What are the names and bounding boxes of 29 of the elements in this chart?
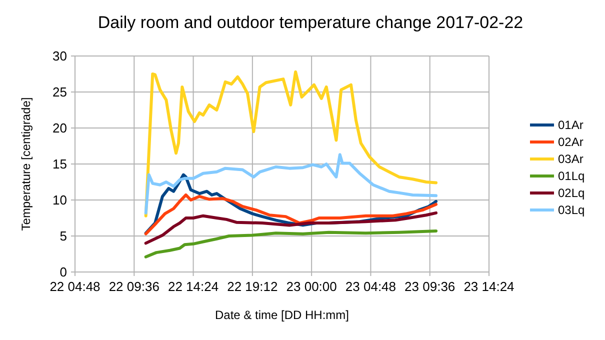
x-tick-label: 23 09:36: [404, 279, 456, 294]
y-tick-label: 10: [52, 192, 67, 208]
x-tick-label: 23 04:48: [345, 279, 396, 294]
y-tick-label: 20: [52, 120, 67, 136]
y-tick-label: 0: [60, 264, 67, 280]
line-series: [144, 70, 438, 218]
y-tick-label: 25: [52, 84, 67, 100]
legend-label: 01Ar: [558, 118, 584, 132]
legend-label: 03Lq: [558, 203, 585, 218]
legend-label: 01Lq: [558, 169, 585, 184]
line-series: [144, 153, 438, 214]
y-tick-label: 30: [52, 48, 67, 64]
y-tick-label: 15: [52, 156, 67, 172]
x-axis-title: Date & time [DD HH:mm]: [214, 308, 350, 322]
x-tick-label: 22 14:24: [168, 279, 219, 294]
y-axis-title: Temperature [centigrade]: [19, 97, 33, 231]
chart-title: Daily room and outdoor temperature change 2017-02-22: [98, 13, 524, 32]
legend-label: 02Ar: [558, 135, 584, 150]
x-tick-label: 23 00:00: [286, 279, 337, 294]
y-tick-label: 5: [60, 228, 67, 244]
x-tick-label: 22 19:12: [227, 279, 278, 294]
x-tick-label: 23 14:24: [464, 279, 514, 294]
line-series: [144, 229, 438, 258]
legend-label: 03Ar: [558, 152, 584, 166]
legend-label: 02Lq: [558, 186, 585, 200]
line-series: [144, 193, 438, 236]
x-tick-label: 22 09:36: [108, 279, 160, 294]
line-series: [144, 211, 438, 245]
x-tick-label: 22 04:48: [50, 279, 100, 294]
